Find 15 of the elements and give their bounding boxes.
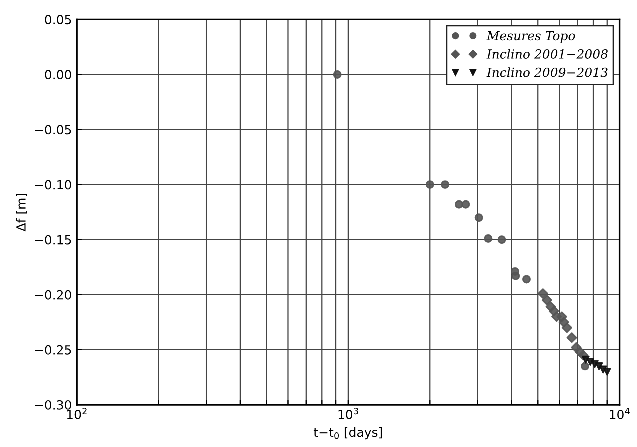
y-tick-label: −0.20: [35, 290, 72, 300]
legend-label: Inclino 2001−2008: [486, 49, 608, 59]
legend-label: Inclino 2009−2013: [486, 68, 608, 78]
y-tick-label: 0.00: [45, 70, 72, 80]
x-axis-title: t−t$_{0}$ [days]: [314, 427, 382, 440]
y-tick-label: −0.15: [35, 235, 72, 245]
y-tick-label: −0.05: [35, 125, 72, 135]
y-tick-label: −0.25: [35, 345, 72, 355]
y-axis-title: Δf [m]: [16, 194, 28, 232]
y-tick-label: −0.30: [35, 400, 72, 410]
y-tick-label: −0.10: [35, 180, 72, 190]
y-tick-label: 0.05: [45, 15, 72, 25]
legend-label: Mesures Topo: [486, 31, 576, 44]
x-tick-label: 10$^{3}$: [338, 408, 358, 420]
x-tick-label: 10$^{4}$: [610, 408, 630, 420]
